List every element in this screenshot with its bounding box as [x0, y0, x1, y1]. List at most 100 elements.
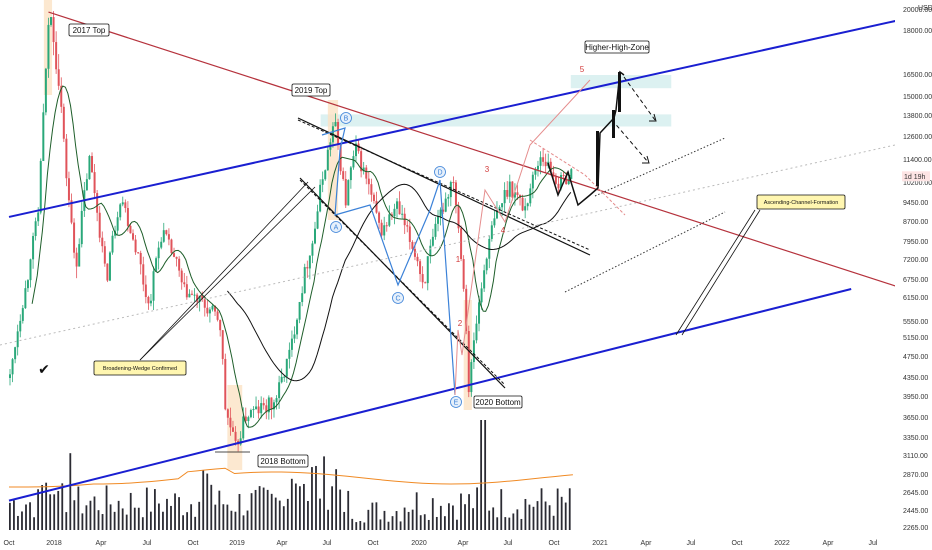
- wedge-line: [297, 117, 591, 256]
- wave-label: B: [344, 116, 349, 123]
- candle-body: [311, 243, 314, 256]
- candle-body: [226, 409, 229, 418]
- y-tick-label: 5550.00: [903, 319, 928, 326]
- candle-body: [483, 270, 486, 289]
- y-tick-label: 7200.00: [903, 257, 928, 264]
- volume-bar: [13, 500, 15, 530]
- x-tick-label: Oct: [368, 540, 379, 547]
- projection-bar: [612, 110, 615, 138]
- wave-path: [321, 127, 456, 396]
- candle-body: [513, 192, 516, 198]
- candle-body: [285, 358, 288, 377]
- x-tick-label: Apr: [823, 540, 835, 547]
- annotation: 2017 Top: [68, 23, 110, 37]
- candle-body: [203, 299, 206, 308]
- volume-bar: [53, 494, 56, 530]
- candle-body: [401, 213, 404, 215]
- volume-bar: [278, 500, 281, 530]
- candle-body: [124, 202, 127, 209]
- volume-bar: [508, 517, 511, 530]
- y-tick-label: 5150.00: [903, 335, 928, 342]
- candle-body: [431, 236, 434, 246]
- candle-body: [126, 208, 129, 226]
- volume-bar: [552, 515, 555, 530]
- highlight-zone: [227, 385, 243, 470]
- candle-body: [444, 198, 447, 212]
- candle-body: [536, 165, 539, 170]
- volume-bar: [230, 510, 233, 530]
- volume-bar: [274, 497, 277, 530]
- volume-bar: [202, 470, 205, 530]
- volume-bar: [516, 509, 519, 530]
- candle-body: [155, 258, 158, 272]
- candle-body: [570, 169, 573, 179]
- volume-bar: [411, 509, 414, 530]
- y-tick-label: 10200.00: [903, 180, 932, 187]
- annotation-box: [257, 454, 309, 468]
- candle-body: [224, 358, 227, 410]
- candle-body: [149, 300, 152, 304]
- candle-body: [316, 211, 319, 229]
- x-tick-label: Oct: [732, 540, 743, 547]
- candle-body: [411, 241, 414, 249]
- candle-body: [493, 218, 496, 226]
- volume-bar: [379, 519, 382, 530]
- volume-bar: [500, 489, 503, 530]
- candle-body: [173, 253, 176, 257]
- volume-bar: [29, 502, 31, 530]
- candle-body: [137, 252, 140, 254]
- x-tick-label: Jul: [504, 540, 513, 547]
- candle-body: [247, 417, 250, 422]
- y-tick-label: 20000.00: [903, 7, 932, 14]
- volume-bar: [109, 504, 112, 530]
- candle-body: [296, 319, 299, 335]
- volume-bar: [492, 507, 495, 530]
- candle-body: [480, 288, 483, 303]
- candle-body: [511, 181, 514, 198]
- count-path: [529, 139, 626, 216]
- candle-body: [93, 172, 96, 194]
- arrow-head: [642, 155, 650, 164]
- volume-bar: [9, 502, 11, 530]
- volume-bar: [174, 493, 176, 530]
- candle-body: [475, 323, 478, 341]
- wave-label-circle: [392, 292, 404, 304]
- volume-bar: [351, 518, 354, 530]
- candle-body: [531, 174, 534, 189]
- volume-bar: [311, 467, 313, 530]
- volume-bar: [190, 504, 193, 530]
- candle-body: [70, 200, 73, 223]
- candle-body: [106, 263, 109, 281]
- candle-body: [116, 217, 119, 231]
- volume-bar: [65, 512, 68, 530]
- volume-bar: [568, 488, 571, 530]
- volume-bar: [520, 518, 523, 530]
- volume-bar: [250, 493, 253, 530]
- y-tick-label: 18000.00: [903, 28, 932, 35]
- candle-body: [437, 216, 440, 224]
- candle-body: [211, 305, 214, 310]
- candle-body: [498, 207, 501, 211]
- volume-bar: [149, 511, 152, 530]
- volume-bar: [238, 493, 241, 530]
- candle-body: [288, 349, 291, 359]
- volume-bar: [21, 511, 23, 530]
- y-tick-label: 15000.00: [903, 94, 932, 101]
- volume-bar: [242, 515, 245, 530]
- candle-body: [121, 202, 124, 205]
- volume-bar: [339, 489, 342, 530]
- volume-bar: [560, 496, 563, 530]
- volume-bar: [548, 505, 551, 530]
- projection-arrow: [611, 119, 649, 163]
- volume-bar: [435, 516, 438, 530]
- candle-body: [416, 256, 419, 262]
- candle-body: [542, 157, 545, 162]
- volume-bar: [25, 504, 27, 530]
- candle-body: [544, 161, 547, 167]
- candle-body: [337, 122, 340, 146]
- volume-bar: [198, 501, 201, 530]
- candle-body: [470, 362, 473, 393]
- ma-50-line: [31, 85, 571, 428]
- candle-body: [142, 264, 145, 285]
